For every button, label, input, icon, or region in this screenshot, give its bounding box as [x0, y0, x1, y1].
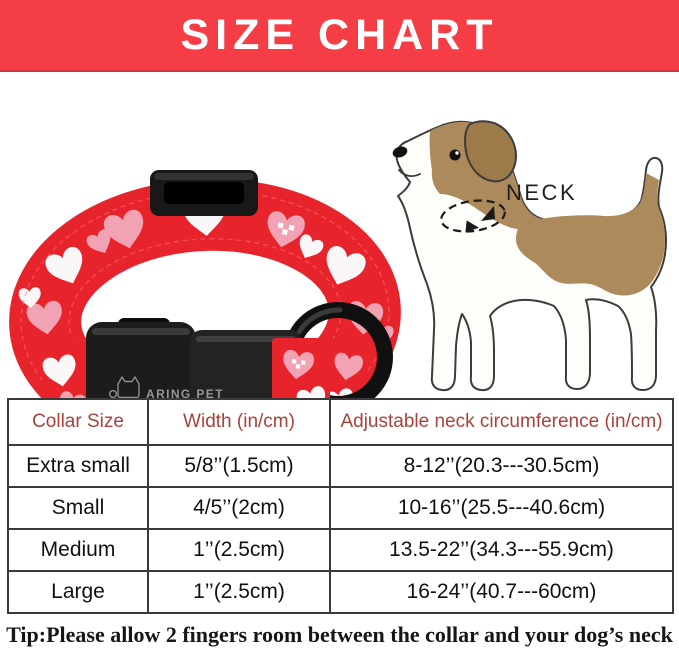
cell-width: 1’’(2.5cm)	[147, 570, 331, 614]
dog-nose	[392, 146, 408, 158]
tip-text: Tip:Please allow 2 fingers room between …	[6, 622, 673, 647]
table-row-extra-small: Extra small 5/8’’(1.5cm) 8-12’’(20.3---3…	[7, 444, 674, 488]
buckle-brand-text: ARING PET	[146, 387, 224, 398]
neck-arrow-left	[465, 220, 479, 233]
neck-measure-ellipse	[440, 199, 506, 233]
page-title: SIZE CHART	[180, 10, 499, 59]
table-header-row: Collar Size Width (in/cm) Adjustable nec…	[7, 398, 674, 446]
table-row-small: Small 4/5’’(2cm) 10-16’’(25.5---40.6cm)	[7, 486, 674, 530]
cell-width: 5/8’’(1.5cm)	[147, 444, 331, 488]
dog-back-patch	[515, 173, 665, 296]
cell-size: Small	[7, 486, 149, 530]
dog-illustration: NECK	[392, 120, 667, 392]
table-row-medium: Medium 1’’(2.5cm) 13.5-22’’(34.3---55.9c…	[7, 528, 674, 572]
illustration-area: ARING PET NECK	[0, 72, 679, 398]
column-header-collar-size: Collar Size	[7, 398, 149, 446]
table-row-large: Large 1’’(2.5cm) 16-24’’(40.7---60cm)	[7, 570, 674, 614]
cell-neck: 16-24’’(40.7---60cm)	[329, 570, 674, 614]
cell-width: 4/5’’(2cm)	[147, 486, 331, 530]
cat-logo-icon	[108, 376, 140, 398]
collar-triglide	[150, 170, 258, 216]
cell-neck: 10-16’’(25.5---40.6cm)	[329, 486, 674, 530]
column-header-neck-circumference: Adjustable neck circumference (in/cm)	[329, 398, 674, 446]
dog-eye	[449, 149, 461, 161]
collar-buckle: ARING PET	[86, 318, 330, 398]
cell-size: Large	[7, 570, 149, 614]
neck-label: NECK	[506, 180, 577, 205]
cell-size: Medium	[7, 528, 149, 572]
size-chart-banner: SIZE CHART	[0, 0, 679, 72]
neck-arrow-right	[481, 206, 495, 221]
cell-neck: 13.5-22’’(34.3---55.9cm)	[329, 528, 674, 572]
cell-neck: 8-12’’(20.3---30.5cm)	[329, 444, 674, 488]
size-table: Collar Size Width (in/cm) Adjustable nec…	[7, 398, 674, 614]
hero-graphic: ARING PET NECK	[9, 120, 667, 398]
dog-eye-glint	[455, 151, 459, 155]
cell-size: Extra small	[7, 444, 149, 488]
column-header-width: Width (in/cm)	[147, 398, 331, 446]
cell-width: 1’’(2.5cm)	[147, 528, 331, 572]
collar-photo: ARING PET	[9, 170, 401, 398]
collar-stitching-outer	[20, 190, 390, 398]
dog-mouth	[398, 169, 421, 177]
dog-ear	[464, 120, 517, 183]
